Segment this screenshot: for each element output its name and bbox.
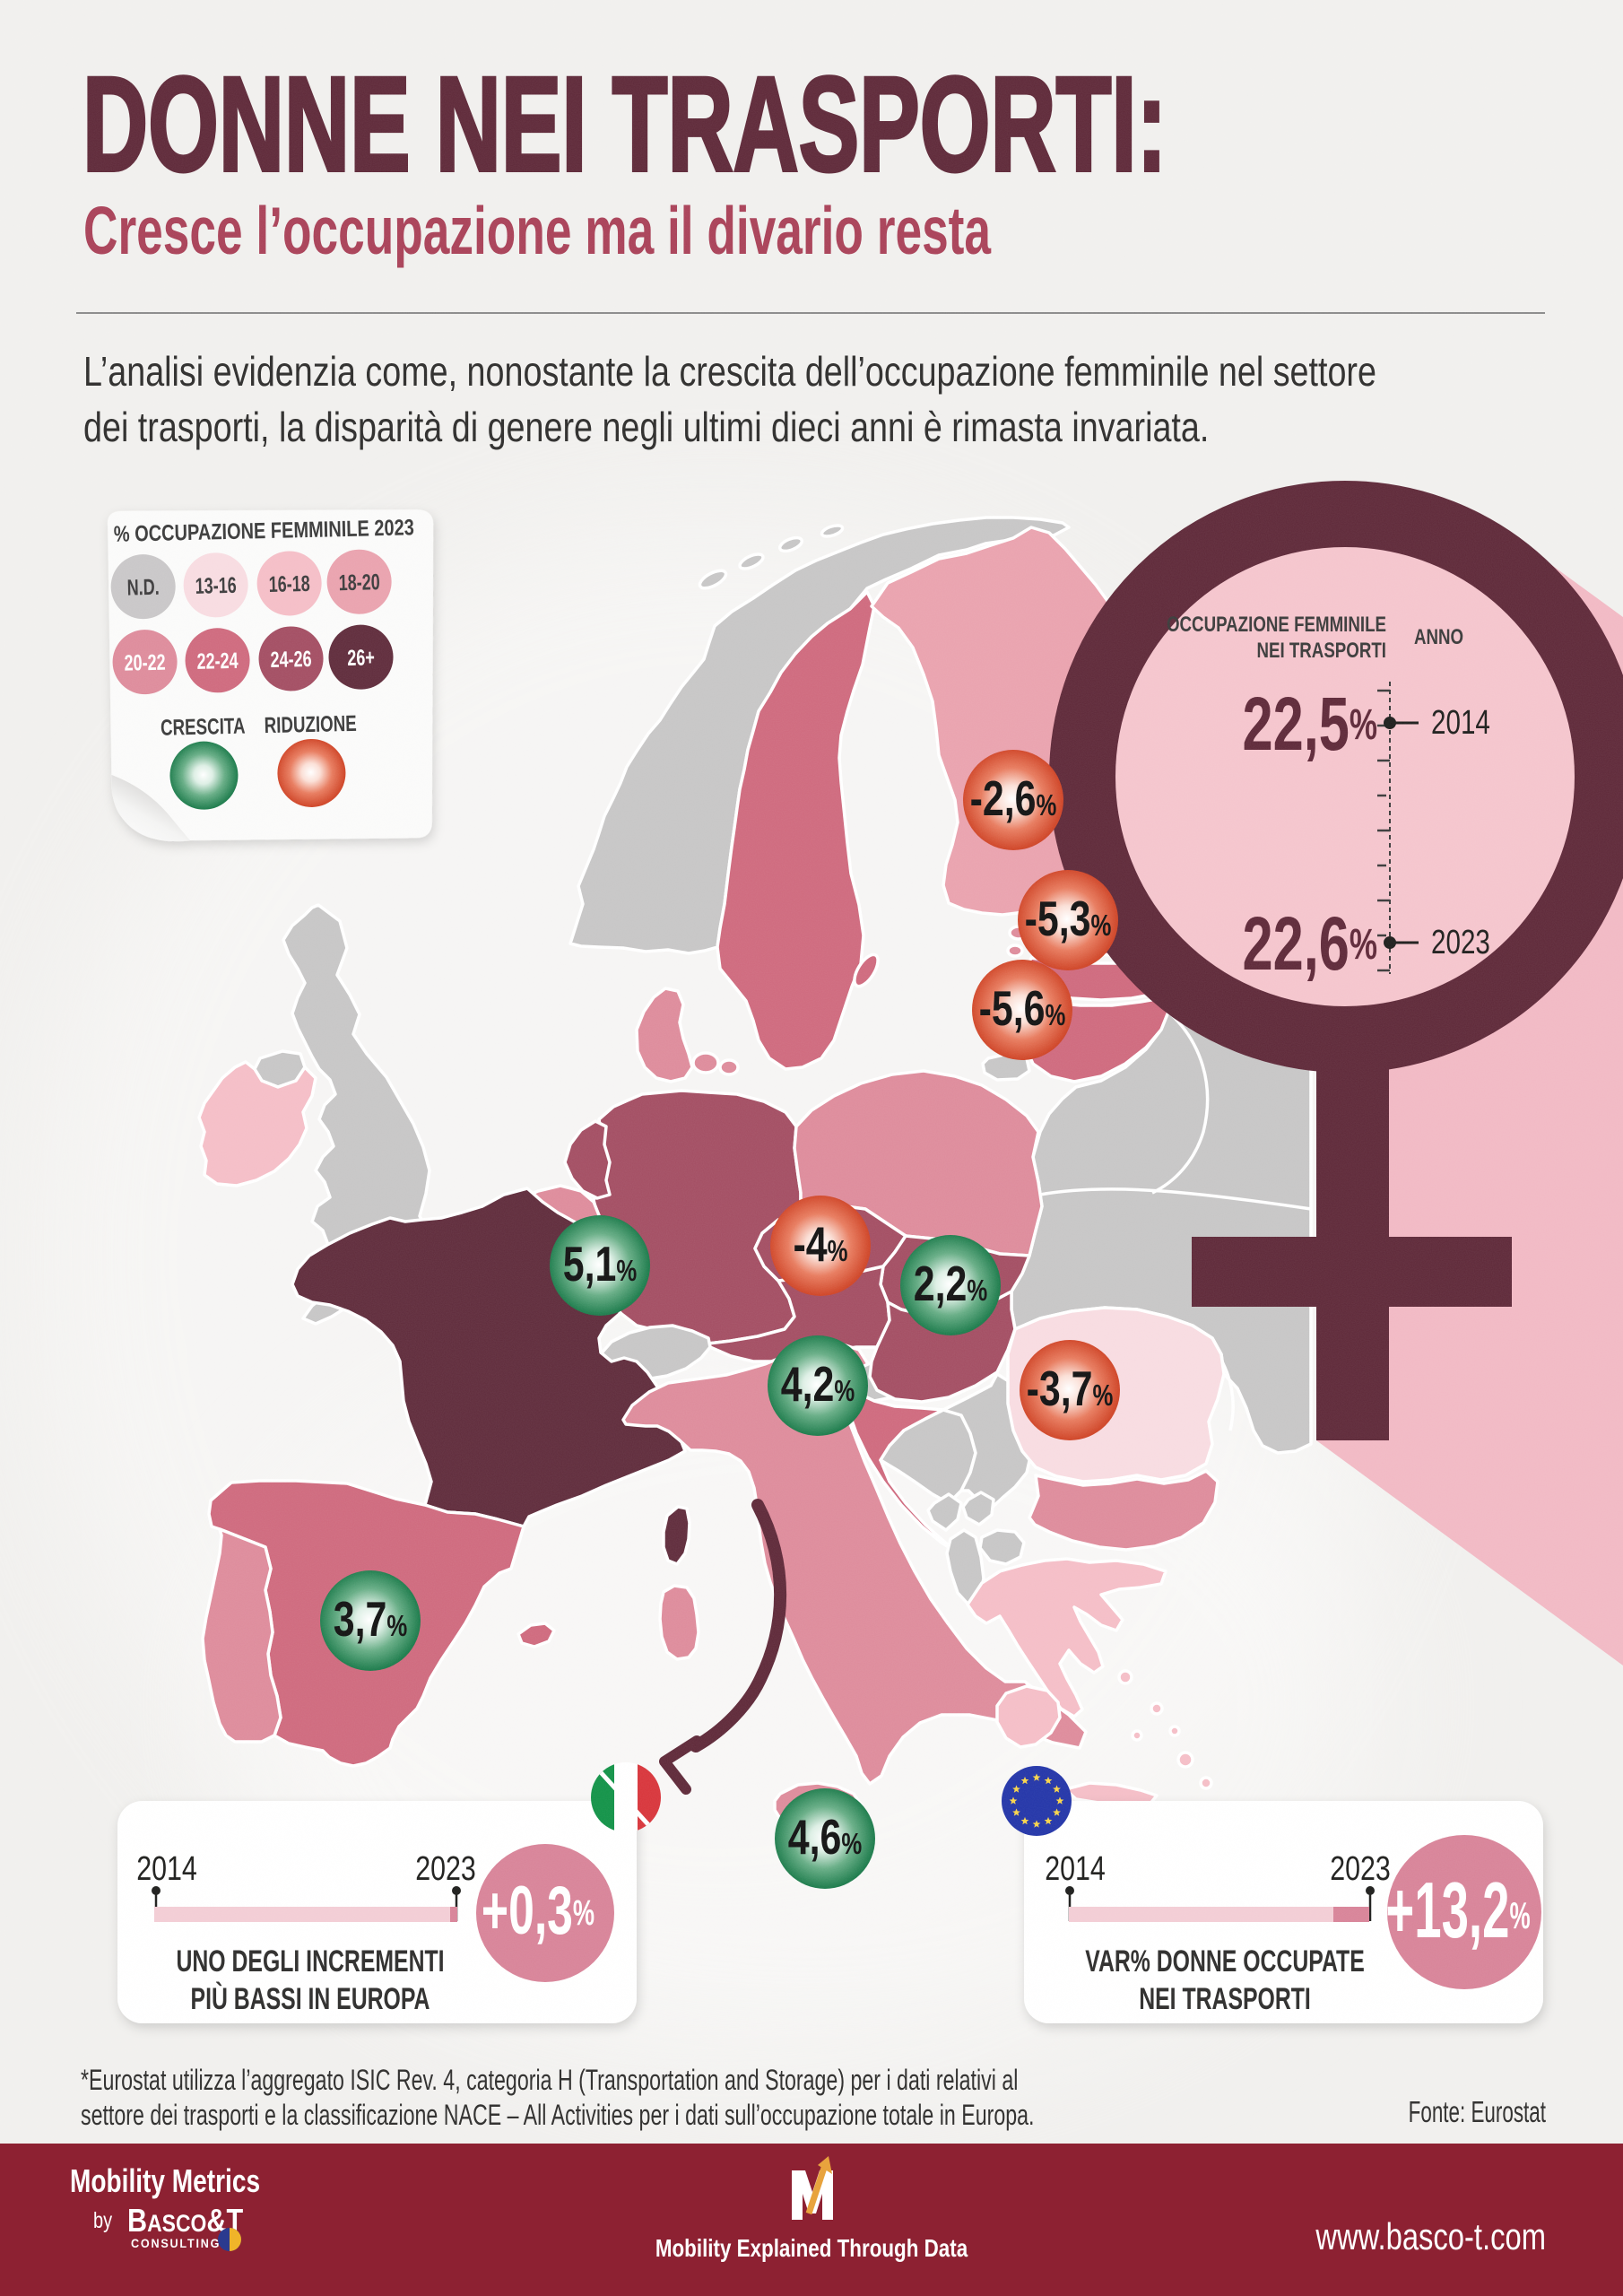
- svg-text:www.basco-t.com: www.basco-t.com: [1315, 2215, 1546, 2257]
- svg-text:Mobility Explained Through Dat: Mobility Explained Through Data: [655, 2235, 968, 2263]
- svg-text:Mobility Metrics: Mobility Metrics: [70, 2163, 260, 2199]
- svg-text:by: by: [93, 2208, 113, 2233]
- svg-text:CONSULTING: CONSULTING: [131, 2236, 221, 2250]
